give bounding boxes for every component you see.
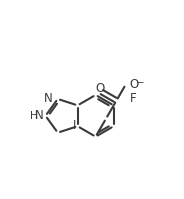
Text: O: O [95,82,104,95]
Text: −: − [136,78,144,88]
Text: H: H [30,111,38,121]
Text: I: I [73,119,76,133]
Text: O: O [129,78,139,91]
Text: N: N [44,92,52,104]
Text: F: F [130,92,136,105]
Text: N: N [35,109,44,122]
